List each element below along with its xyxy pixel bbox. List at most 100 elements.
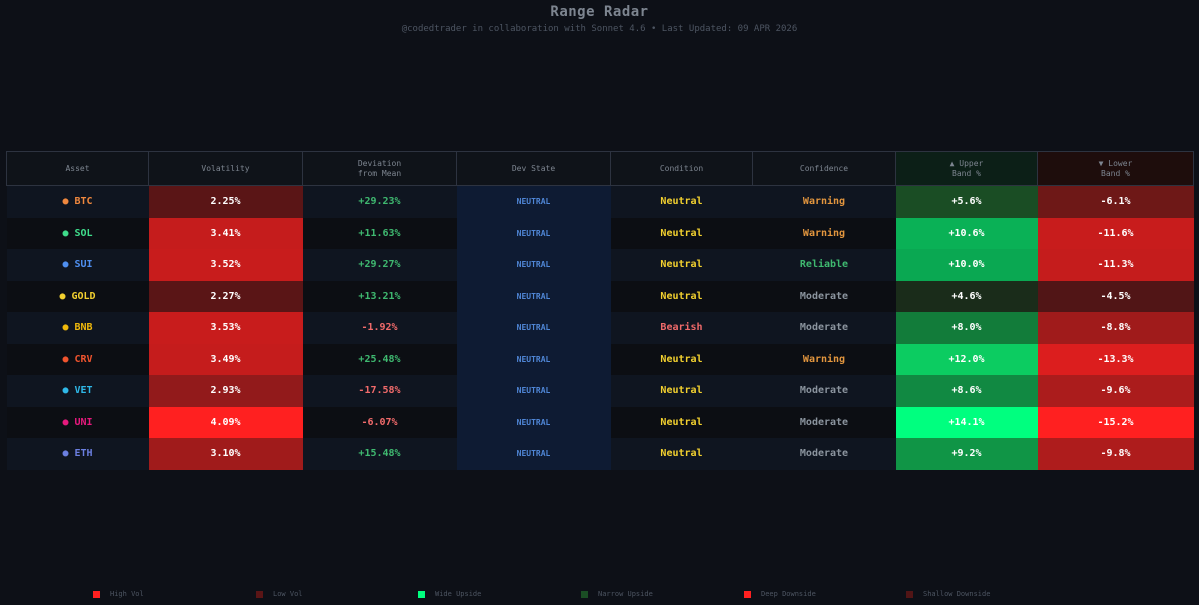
asset-name: BTC (74, 196, 93, 208)
condition-cell: Neutral (610, 438, 753, 470)
legend-item: Deep Downside (744, 590, 816, 598)
upper-band-cell: +8.6% (895, 375, 1038, 407)
confidence-cell: Moderate (752, 312, 896, 344)
condition-cell: Neutral (610, 343, 753, 375)
volatility-cell: 3.10% (148, 438, 303, 470)
asset-dot-icon: ● (62, 416, 69, 428)
lower-band-cell: -8.8% (1037, 312, 1194, 344)
volatility-cell: 3.53% (148, 312, 303, 344)
column-header-lower-band[interactable]: ▼ Lower Band % (1037, 151, 1194, 186)
legend-label: Wide Upside (435, 590, 482, 598)
column-header-dev-state[interactable]: Dev State (456, 151, 611, 186)
legend-label: Narrow Upside (598, 590, 653, 598)
table-row[interactable]: ● ETH 3.10% +15.48% NEUTRAL Neutral Moderate +9… (6, 438, 1194, 470)
asset-name: VET (74, 385, 93, 397)
table-header-row: Asset Volatility Deviation from Mean Dev … (6, 151, 1194, 186)
page-subtitle: @codedtrader in collaboration with Sonne… (401, 24, 798, 34)
asset-cell: ● SOL (6, 217, 149, 249)
asset-cell: ● GOLD (6, 280, 149, 312)
asset-dot-icon: ● (62, 448, 69, 460)
upper-band-cell: +4.6% (895, 280, 1038, 312)
deviation-cell: +25.48% (302, 343, 457, 375)
volatility-cell: 3.52% (148, 249, 303, 281)
column-header-volatility[interactable]: Volatility (148, 151, 303, 186)
volatility-cell: 4.09% (148, 406, 303, 438)
table-row[interactable]: ● BTC 2.25% +29.23% NEUTRAL Neutral Warning +5.… (6, 185, 1194, 218)
legend-label: Shallow Downside (923, 590, 991, 598)
confidence-cell: Moderate (752, 406, 896, 438)
deviation-cell: +11.63% (302, 217, 457, 249)
dev-state-badge: NEUTRAL (456, 312, 611, 344)
volatility-cell: 2.93% (148, 375, 303, 407)
column-header-condition[interactable]: Condition (610, 151, 753, 186)
asset-dot-icon: ● (62, 196, 69, 208)
asset-dot-icon: ● (62, 322, 69, 334)
lower-band-cell: -15.2% (1037, 406, 1194, 438)
table-row[interactable]: ● UNI 4.09% -6.07% NEUTRAL Neutral Moderate +14… (6, 406, 1194, 438)
legend-swatch-icon (418, 590, 425, 598)
dev-state-badge: NEUTRAL (456, 249, 611, 281)
condition-cell: Neutral (610, 185, 753, 218)
table-row[interactable]: ● CRV 3.49% +25.48% NEUTRAL Neutral Warning +12… (6, 343, 1194, 375)
volatility-cell: 2.27% (148, 280, 303, 312)
deviation-cell: -6.07% (302, 406, 457, 438)
legend-swatch-icon (581, 590, 588, 598)
dev-state-badge: NEUTRAL (456, 406, 611, 438)
upper-band-cell: +14.1% (895, 406, 1038, 438)
legend-item: Low Vol (256, 590, 303, 598)
upper-band-cell: +12.0% (895, 343, 1038, 375)
lower-band-cell: -11.6% (1037, 217, 1194, 249)
asset-cell: ● UNI (6, 406, 149, 438)
confidence-cell: Warning (752, 343, 896, 375)
deviation-cell: -1.92% (302, 312, 457, 344)
legend-item: High Vol (93, 590, 144, 598)
legend-item: Wide Upside (418, 590, 481, 598)
lower-band-cell: -13.3% (1037, 343, 1194, 375)
legend-swatch-icon (93, 590, 100, 598)
lower-band-cell: -9.8% (1037, 438, 1194, 470)
dev-state-badge: NEUTRAL (456, 217, 611, 249)
upper-band-cell: +10.0% (895, 249, 1038, 281)
column-header-asset[interactable]: Asset (6, 151, 149, 186)
column-header-upper-band[interactable]: ▲ Upper Band % (895, 151, 1038, 186)
range-radar-table: Asset Volatility Deviation from Mean Dev … (6, 151, 1194, 470)
asset-cell: ● VET (6, 375, 149, 407)
table-row[interactable]: ● SOL 3.41% +11.63% NEUTRAL Neutral Warning +10… (6, 217, 1194, 249)
table-row[interactable]: ● GOLD 2.27% +13.21% NEUTRAL Neutral Moderate +… (6, 280, 1194, 312)
lower-band-cell: -4.5% (1037, 280, 1194, 312)
volatility-cell: 2.25% (148, 185, 303, 218)
asset-name: ETH (74, 448, 93, 460)
asset-dot-icon: ● (62, 227, 69, 239)
volatility-cell: 3.49% (148, 343, 303, 375)
condition-cell: Neutral (610, 375, 753, 407)
lower-band-cell: -6.1% (1037, 185, 1194, 218)
legend-label: Low Vol (273, 590, 303, 598)
condition-cell: Bearish (610, 312, 753, 344)
legend-item: Shallow Downside (906, 590, 990, 598)
column-header-confidence[interactable]: Confidence (752, 151, 896, 186)
dev-state-badge: NEUTRAL (456, 185, 611, 218)
asset-dot-icon: ● (62, 259, 69, 271)
column-header-deviation[interactable]: Deviation from Mean (302, 151, 457, 186)
asset-cell: ● ETH (6, 438, 149, 470)
deviation-cell: +29.23% (302, 185, 457, 218)
asset-dot-icon: ● (59, 290, 66, 302)
table-row[interactable]: ● BNB 3.53% -1.92% NEUTRAL Bearish Moderate +8.… (6, 312, 1194, 344)
upper-band-cell: +8.0% (895, 312, 1038, 344)
table-body: ● BTC 2.25% +29.23% NEUTRAL Neutral Warning +5.… (6, 185, 1194, 470)
legend-item: Narrow Upside (581, 590, 653, 598)
asset-cell: ● CRV (6, 343, 149, 375)
table-row[interactable]: ● VET 2.93% -17.58% NEUTRAL Neutral Moderate +8… (6, 375, 1194, 407)
table-row[interactable]: ● SUI 3.52% +29.27% NEUTRAL Neutral Reliable +1… (6, 249, 1194, 281)
confidence-cell: Warning (752, 185, 896, 218)
condition-cell: Neutral (610, 406, 753, 438)
deviation-cell: +29.27% (302, 249, 457, 281)
asset-cell: ● BNB (6, 312, 149, 344)
asset-name: SUI (74, 259, 93, 271)
legend-swatch-icon (906, 590, 913, 598)
confidence-cell: Moderate (752, 375, 896, 407)
condition-cell: Neutral (610, 217, 753, 249)
asset-dot-icon: ● (62, 385, 69, 397)
deviation-cell: +13.21% (302, 280, 457, 312)
legend-label: Deep Downside (761, 590, 816, 598)
